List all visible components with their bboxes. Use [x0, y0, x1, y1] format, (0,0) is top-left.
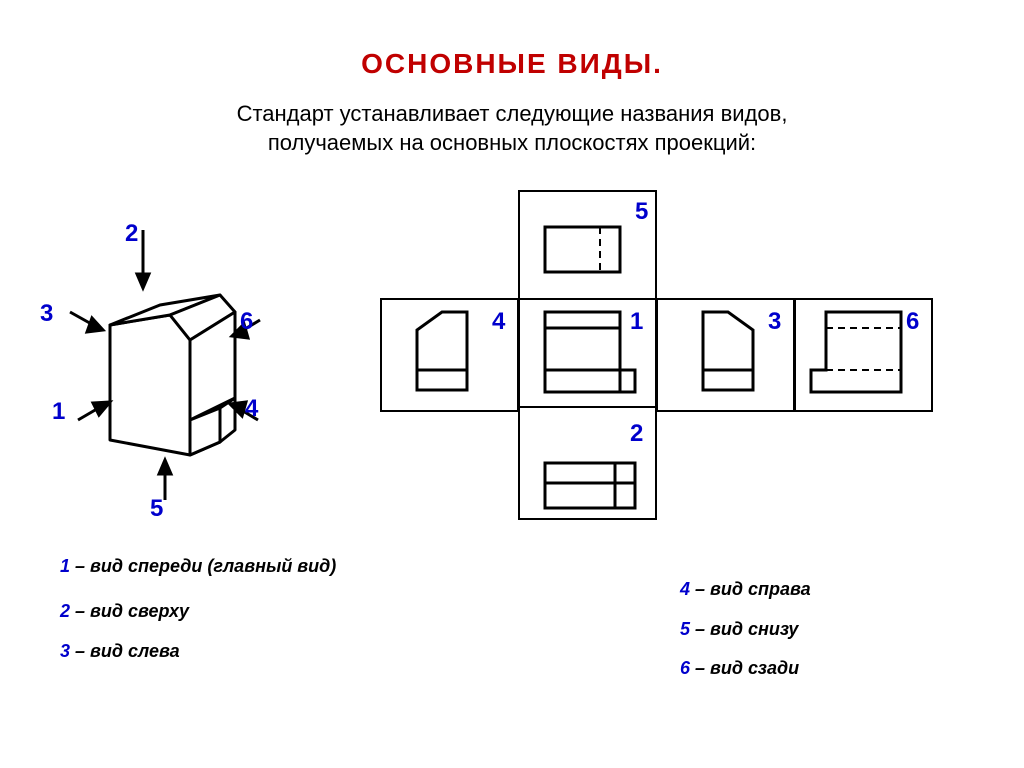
legend-num-6: 6	[680, 658, 690, 678]
subtitle-line1: Стандарт устанавливает следующие названи…	[237, 101, 788, 126]
panel-1-label: 1	[630, 308, 643, 336]
legend-item-4: 4 – вид справа	[680, 570, 940, 610]
subtitle-line2: получаемых на основных плоскостях проекц…	[268, 130, 756, 155]
legend-num-5: 5	[680, 619, 690, 639]
page-title: ОСНОВНЫЕ ВИДЫ.	[0, 48, 1024, 80]
panel-5-label: 5	[635, 198, 648, 226]
iso-label-2: 2	[125, 220, 138, 248]
panel-6-label: 6	[906, 308, 919, 336]
legend-num-3: 3	[60, 641, 70, 661]
panel-3-label: 3	[768, 308, 781, 336]
panel-2-label: 2	[630, 420, 643, 448]
legend-num-2: 2	[60, 601, 70, 621]
legend-left: 1 – вид спереди (главный вид) 2 – вид св…	[60, 555, 380, 672]
panel-4-label: 4	[492, 308, 505, 336]
legend-text-3: – вид слева	[70, 641, 180, 661]
legend-num-1: 1	[60, 556, 70, 576]
iso-label-4: 4	[245, 395, 258, 423]
legend-right: 4 – вид справа 5 – вид снизу 6 – вид сза…	[680, 570, 940, 689]
iso-label-6: 6	[240, 308, 253, 336]
iso-svg	[40, 220, 320, 520]
iso-label-1: 1	[52, 398, 65, 426]
legend-item-6: 6 – вид сзади	[680, 649, 940, 689]
isometric-view: 1 2 3 4 5 6	[40, 220, 320, 520]
legend-text-2: – вид сверху	[70, 601, 189, 621]
projection-layout: 5 4 1 3	[380, 190, 940, 530]
legend-item-5: 5 – вид снизу	[680, 610, 940, 650]
legend-num-4: 4	[680, 579, 690, 599]
iso-label-3: 3	[40, 300, 53, 328]
legend-item-2: 2 – вид сверху	[60, 592, 380, 632]
legend-item-3: 3 – вид слева	[60, 632, 380, 672]
legend-text-1: – вид спереди (главный вид)	[70, 556, 336, 576]
legend-item-1: 1 – вид спереди (главный вид)	[60, 555, 380, 578]
legend-text-6: – вид сзади	[690, 658, 799, 678]
legend-text-5: – вид снизу	[690, 619, 798, 639]
legend-text-4: – вид справа	[690, 579, 811, 599]
iso-label-5: 5	[150, 495, 163, 523]
subtitle: Стандарт устанавливает следующие названи…	[0, 100, 1024, 157]
